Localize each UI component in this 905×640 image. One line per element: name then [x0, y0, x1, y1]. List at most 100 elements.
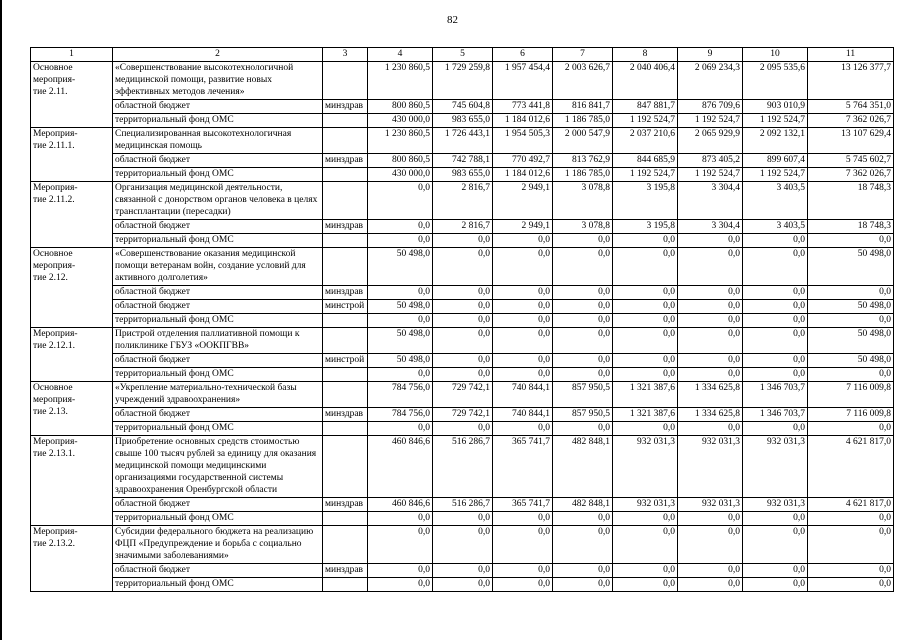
group-label-cell: Мероприя- тие 2.13.1.: [30, 435, 113, 526]
table-row: территориальный фонд ОМС 0,0 0,0 0,0 0,0 0,0 0…: [31, 313, 894, 328]
executor-cell: [322, 313, 368, 328]
value-cell: 740 844,1: [492, 381, 553, 408]
table-row: областной бюджет минздрав 0,0 0,0 0,0 0,0 0,0 0…: [31, 563, 894, 578]
value-cell: 800 860,5: [367, 153, 433, 168]
value-cell: 0,0: [742, 233, 808, 248]
value-cell: 0,0: [367, 285, 433, 300]
description-cell: территориальный фонд ОМС: [112, 113, 323, 128]
table-row: территориальный фонд ОМС 0,0 0,0 0,0 0,0 0,0 0…: [31, 367, 894, 382]
value-cell: 0,0: [677, 313, 743, 328]
value-cell: 0,0: [552, 299, 613, 314]
value-cell: 0,0: [742, 367, 808, 382]
value-cell: 2 000 547,9: [552, 127, 613, 154]
value-cell: 847 881,7: [612, 99, 678, 114]
value-cell: 932 031,3: [677, 497, 743, 512]
value-cell: 1 346 703,7: [742, 407, 808, 422]
value-cell: 0,0: [807, 233, 894, 248]
value-cell: 0,0: [612, 577, 678, 592]
executor-cell: минздрав: [322, 563, 368, 578]
value-cell: 0,0: [677, 327, 743, 354]
description-cell: областной бюджет: [112, 497, 323, 512]
description-cell: областной бюджет: [112, 99, 323, 114]
executor-cell: [322, 381, 368, 408]
row-group: Мероприя- тие 2.13.1. Приобретение основн…: [30, 435, 894, 526]
value-cell: 2 069 234,3: [677, 61, 743, 100]
value-cell: 0,0: [742, 353, 808, 368]
value-cell: 1 192 524,7: [612, 167, 678, 182]
value-cell: 50 498,0: [807, 353, 894, 368]
table-row: территориальный фонд ОМС 0,0 0,0 0,0 0,0 0,0 0…: [31, 511, 894, 526]
value-cell: 2 095 535,6: [742, 61, 808, 100]
value-cell: 482 848,1: [552, 497, 613, 512]
value-cell: 0,0: [492, 285, 553, 300]
group-label-cell: Мероприя- тие 2.13.2.: [30, 525, 113, 592]
description-cell: Субсидии федерального бюджета на реализа…: [112, 525, 323, 564]
value-cell: 857 950,5: [552, 407, 613, 422]
description-cell: «Укрепление материально-технической базы…: [112, 381, 323, 408]
value-cell: 0,0: [492, 511, 553, 526]
value-cell: 0,0: [677, 247, 743, 286]
column-header: 7: [552, 47, 613, 62]
value-cell: 365 741,7: [492, 497, 553, 512]
value-cell: 18 748,3: [807, 219, 894, 234]
executor-cell: [322, 511, 368, 526]
value-cell: 0,0: [552, 367, 613, 382]
value-cell: 0,0: [367, 563, 433, 578]
value-cell: 0,0: [492, 367, 553, 382]
value-cell: 0,0: [742, 299, 808, 314]
value-cell: 482 848,1: [552, 435, 613, 498]
value-cell: 903 010,9: [742, 99, 808, 114]
value-cell: 0,0: [807, 511, 894, 526]
value-cell: 983 655,0: [432, 167, 493, 182]
group-label-cell: Основное мероприя- тие 2.11.: [30, 61, 113, 128]
page-number: 82: [447, 14, 458, 26]
value-cell: 740 844,1: [492, 407, 553, 422]
value-cell: 0,0: [612, 299, 678, 314]
value-cell: 0,0: [432, 421, 493, 436]
value-cell: 0,0: [677, 233, 743, 248]
value-cell: 2 065 929,9: [677, 127, 743, 154]
description-cell: территориальный фонд ОМС: [112, 167, 323, 182]
executor-cell: [322, 167, 368, 182]
group-label-cell: Мероприя- тие 2.11.2.: [30, 181, 113, 248]
value-cell: 0,0: [552, 525, 613, 564]
table-row: Основное мероприя- тие 2.11. «Совершенств…: [30, 61, 894, 128]
value-cell: 0,0: [677, 353, 743, 368]
value-cell: 0,0: [367, 219, 433, 234]
description-cell: «Совершенствование оказания медицинской …: [112, 247, 323, 286]
value-cell: 0,0: [807, 577, 894, 592]
value-cell: 1 192 524,7: [612, 113, 678, 128]
executor-cell: минздрав: [322, 497, 368, 512]
value-cell: 2 003 626,7: [552, 61, 613, 100]
value-cell: 1 321 387,6: [612, 407, 678, 422]
value-cell: 0,0: [807, 313, 894, 328]
value-cell: 800 860,5: [367, 99, 433, 114]
value-cell: 0,0: [612, 233, 678, 248]
column-header: 10: [742, 47, 808, 62]
value-cell: 0,0: [492, 327, 553, 354]
value-cell: 2 040 406,4: [612, 61, 678, 100]
table-row: Основное мероприя- тие 2.12. «Совершенств…: [30, 247, 894, 328]
value-cell: 932 031,3: [742, 497, 808, 512]
value-cell: 0,0: [432, 299, 493, 314]
value-cell: 13 126 377,7: [807, 61, 894, 100]
value-cell: 0,0: [677, 511, 743, 526]
column-header: 3: [322, 47, 368, 62]
row-group: Мероприя- тие 2.11.1. Специализированная …: [30, 127, 894, 182]
value-cell: 1 954 505,3: [492, 127, 553, 154]
value-cell: 0,0: [807, 367, 894, 382]
executor-cell: [322, 127, 368, 154]
value-cell: 0,0: [742, 247, 808, 286]
value-cell: 0,0: [612, 511, 678, 526]
value-cell: 0,0: [677, 367, 743, 382]
value-cell: 1 192 524,7: [677, 113, 743, 128]
value-cell: 1 186 785,0: [552, 167, 613, 182]
value-cell: 0,0: [432, 285, 493, 300]
value-cell: 0,0: [432, 313, 493, 328]
value-cell: 0,0: [552, 511, 613, 526]
value-cell: 0,0: [552, 563, 613, 578]
executor-cell: [322, 577, 368, 592]
value-cell: 2 816,7: [432, 219, 493, 234]
description-cell: областной бюджет: [112, 285, 323, 300]
executor-cell: [322, 181, 368, 220]
